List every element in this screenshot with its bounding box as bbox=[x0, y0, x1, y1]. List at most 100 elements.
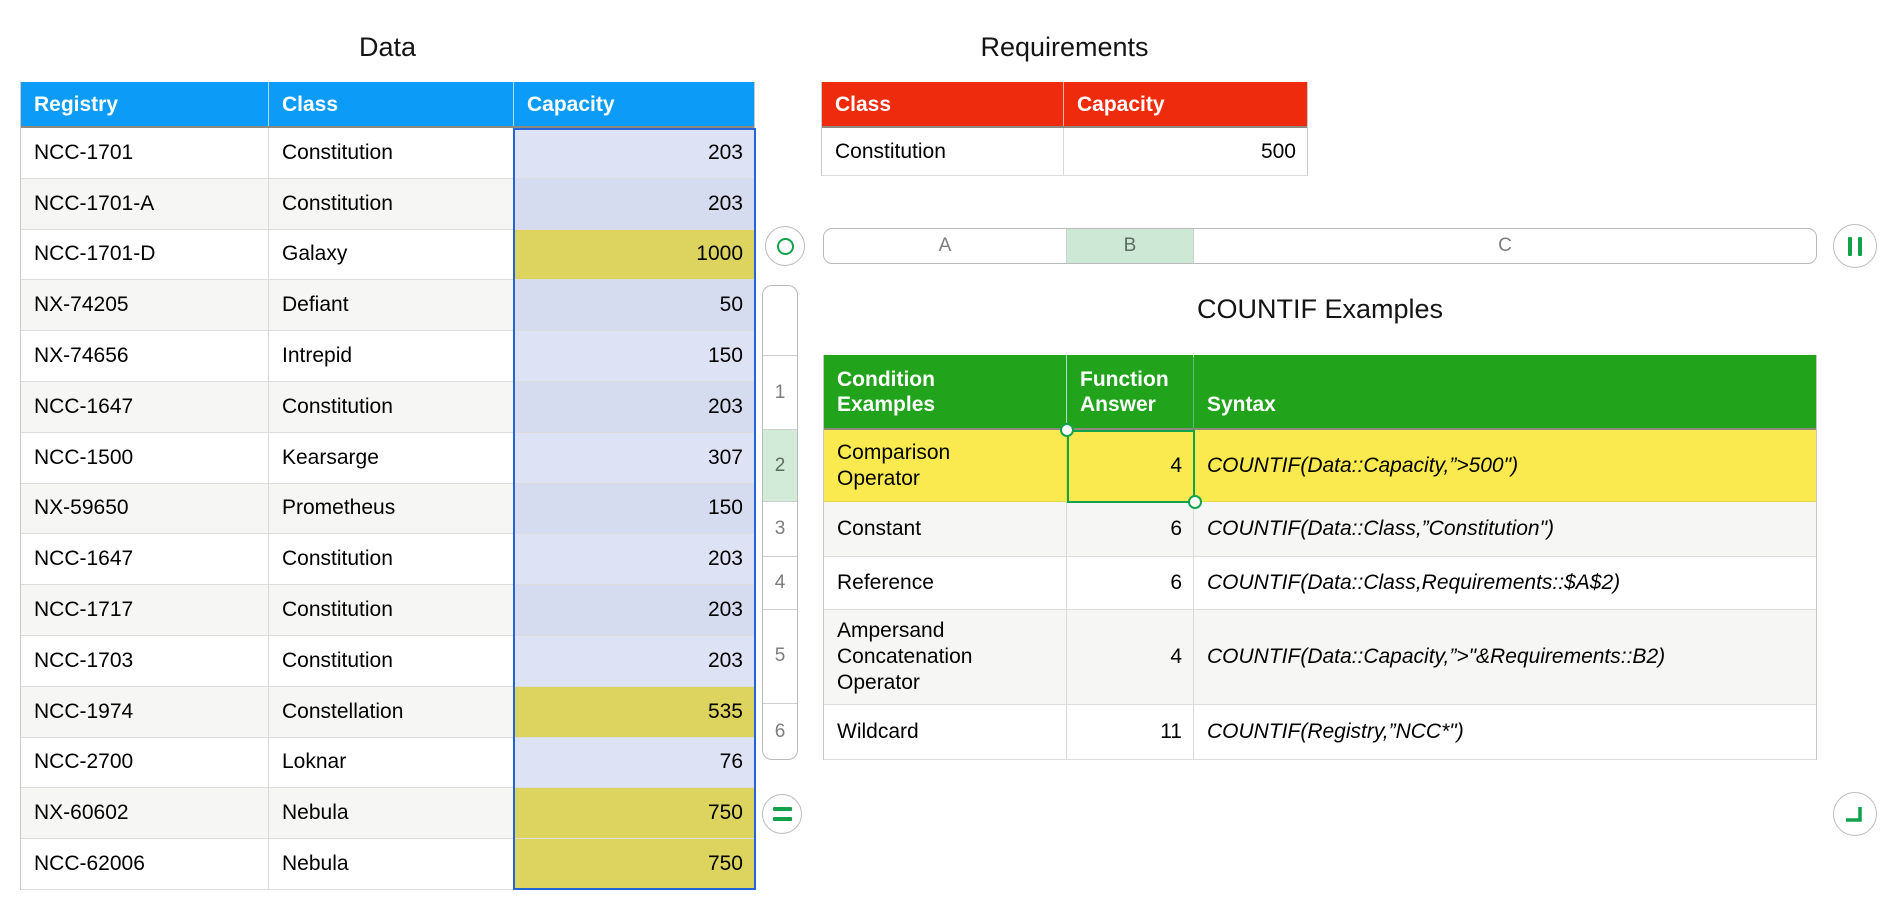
capacity-cell[interactable]: 750 bbox=[514, 839, 754, 890]
capacity-cell[interactable]: 203 bbox=[514, 381, 754, 433]
selection-handle-bottom-right[interactable] bbox=[1188, 495, 1202, 509]
data-header-capacity[interactable]: Capacity bbox=[514, 82, 754, 126]
answer-cell[interactable]: 4 bbox=[1067, 610, 1194, 705]
class-cell[interactable]: Galaxy bbox=[269, 229, 514, 281]
data-header-registry[interactable]: Registry bbox=[21, 82, 269, 126]
countif-header-condition-examples[interactable]: Condition Examples bbox=[824, 355, 1067, 428]
syntax-cell[interactable]: COUNTIF(Registry,”NCC*") bbox=[1194, 705, 1816, 760]
column-tab-a[interactable]: A bbox=[824, 229, 1067, 263]
class-cell[interactable]: Loknar bbox=[269, 737, 514, 789]
registry-cell[interactable]: NCC-2700 bbox=[21, 737, 269, 789]
capacity-cell[interactable]: 150 bbox=[514, 331, 754, 382]
class-cell[interactable]: Constitution bbox=[269, 128, 514, 179]
class-cell[interactable]: Constitution bbox=[269, 178, 514, 230]
capacity-cell[interactable]: 150 bbox=[514, 483, 754, 535]
registry-cell[interactable]: NCC-1701 bbox=[21, 128, 269, 179]
req-capacity-cell[interactable]: 500 bbox=[1064, 128, 1307, 176]
registry-cell[interactable]: NCC-1703 bbox=[21, 635, 269, 687]
class-cell[interactable]: Defiant bbox=[269, 280, 514, 332]
registry-cell[interactable]: NCC-1647 bbox=[21, 381, 269, 433]
class-cell[interactable]: Constellation bbox=[269, 686, 514, 738]
row-tab-5[interactable]: 5 bbox=[763, 610, 797, 705]
class-cell[interactable]: Constitution bbox=[269, 585, 514, 636]
class-cell[interactable]: Prometheus bbox=[269, 483, 514, 535]
requirements-table-title[interactable]: Requirements bbox=[980, 32, 1149, 62]
cell-text: Condition Examples bbox=[837, 368, 936, 416]
condition-cell[interactable]: Constant bbox=[824, 502, 1067, 557]
countif-header-syntax[interactable]: Syntax bbox=[1194, 355, 1816, 428]
registry-cell[interactable]: NX-74656 bbox=[21, 331, 269, 382]
registry-cell[interactable]: NCC-1701-D bbox=[21, 229, 269, 281]
answer-cell[interactable]: 11 bbox=[1067, 705, 1194, 760]
row-tab-blank[interactable] bbox=[763, 286, 797, 356]
registry-cell[interactable]: NX-59650 bbox=[21, 483, 269, 535]
answer-cell[interactable]: 6 bbox=[1067, 502, 1194, 557]
column-tab-b[interactable]: B bbox=[1067, 229, 1194, 263]
selection-handle-top-left[interactable] bbox=[1060, 423, 1074, 437]
condition-cell[interactable]: Reference bbox=[824, 557, 1067, 610]
syntax-cell[interactable]: COUNTIF(Data::Capacity,”>500") bbox=[1194, 430, 1816, 502]
row-tab-2[interactable]: 2 bbox=[763, 430, 797, 503]
registry-cell[interactable]: NCC-1974 bbox=[21, 686, 269, 738]
data-table-row: NCC-1974 Constellation 535 bbox=[21, 686, 754, 738]
class-cell[interactable]: Kearsarge bbox=[269, 432, 514, 484]
registry-cell[interactable]: NX-60602 bbox=[21, 788, 269, 840]
cell-text: Function Answer bbox=[1080, 368, 1169, 416]
registry-cell[interactable]: NCC-62006 bbox=[21, 839, 269, 890]
row-tab-6[interactable]: 6 bbox=[774, 720, 786, 742]
row-tab-1[interactable]: 1 bbox=[763, 356, 797, 431]
capacity-cell[interactable]: 1000 bbox=[514, 229, 754, 281]
condition-cell[interactable]: Comparison Operator bbox=[824, 430, 1067, 502]
requirements-header-class[interactable]: Class bbox=[822, 82, 1064, 126]
capacity-cell[interactable]: 50 bbox=[514, 280, 754, 332]
class-cell[interactable]: Intrepid bbox=[269, 331, 514, 382]
registry-cell[interactable]: NCC-1647 bbox=[21, 534, 269, 586]
cell-text: COUNTIF(Registry,”NCC*") bbox=[1207, 720, 1464, 743]
row-tab-3[interactable]: 3 bbox=[763, 502, 797, 557]
selection-column-guide-right bbox=[1193, 357, 1194, 430]
registry-cell[interactable]: NCC-1500 bbox=[21, 432, 269, 484]
capacity-cell[interactable]: 750 bbox=[514, 788, 754, 840]
capacity-cell[interactable]: 203 bbox=[514, 178, 754, 230]
syntax-cell[interactable]: COUNTIF(Data::Class,”Constitution") bbox=[1194, 502, 1816, 557]
capacity-cell[interactable]: 203 bbox=[514, 635, 754, 687]
capacity-cell[interactable]: 307 bbox=[514, 432, 754, 484]
data-table-row: NX-74205 Defiant 50 bbox=[21, 280, 754, 332]
class-cell[interactable]: Constitution bbox=[269, 635, 514, 687]
registry-cell[interactable]: NX-74205 bbox=[21, 280, 269, 332]
registry-cell[interactable]: NCC-1701-A bbox=[21, 178, 269, 230]
requirements-header-capacity[interactable]: Capacity bbox=[1064, 82, 1307, 126]
row-tab-4[interactable]: 4 bbox=[763, 557, 797, 610]
resize-table-handle-button[interactable] bbox=[1833, 792, 1877, 836]
requirements-body: Constitution 500 bbox=[822, 128, 1307, 176]
data-header-class[interactable]: Class bbox=[269, 82, 514, 126]
condition-cell[interactable]: Ampersand Concatenation Operator bbox=[824, 610, 1067, 705]
class-cell[interactable]: Nebula bbox=[269, 788, 514, 840]
class-cell[interactable]: Constitution bbox=[269, 534, 514, 586]
capacity-cell[interactable]: 76 bbox=[514, 737, 754, 789]
add-row-handle-button[interactable] bbox=[762, 794, 802, 834]
answer-cell[interactable]: 4 bbox=[1067, 430, 1194, 502]
condition-cell[interactable]: Wildcard bbox=[824, 705, 1067, 760]
class-cell[interactable]: Nebula bbox=[269, 839, 514, 890]
class-cell[interactable]: Constitution bbox=[269, 381, 514, 433]
syntax-cell[interactable]: COUNTIF(Data::Capacity,”>"&Requirements:… bbox=[1194, 610, 1816, 705]
add-column-handle-button[interactable] bbox=[1833, 224, 1877, 268]
table-handle-button[interactable] bbox=[765, 226, 805, 266]
capacity-cell[interactable]: 535 bbox=[514, 686, 754, 738]
requirements-table: Class Capacity Constitution 500 bbox=[821, 82, 1308, 176]
column-tab-c[interactable]: C bbox=[1498, 235, 1512, 256]
capacity-cell[interactable]: 203 bbox=[514, 534, 754, 586]
syntax-cell[interactable]: COUNTIF(Data::Class,Requirements::$A$2) bbox=[1194, 557, 1816, 610]
cell-text: COUNTIF(Data::Class,”Constitution") bbox=[1207, 517, 1555, 540]
countif-row-3: Constant 6 COUNTIF(Data::Class,”Constituti… bbox=[824, 502, 1816, 557]
answer-cell[interactable]: 6 bbox=[1067, 557, 1194, 610]
registry-cell[interactable]: NCC-1717 bbox=[21, 585, 269, 636]
countif-table-title[interactable]: COUNTIF Examples bbox=[1196, 294, 1444, 324]
countif-header-function-answer[interactable]: Function Answer bbox=[1067, 355, 1194, 428]
data-table-title[interactable]: Data bbox=[358, 32, 417, 62]
req-class-cell[interactable]: Constitution bbox=[822, 128, 1064, 176]
capacity-cell[interactable]: 203 bbox=[514, 128, 754, 179]
capacity-cell[interactable]: 203 bbox=[514, 585, 754, 636]
